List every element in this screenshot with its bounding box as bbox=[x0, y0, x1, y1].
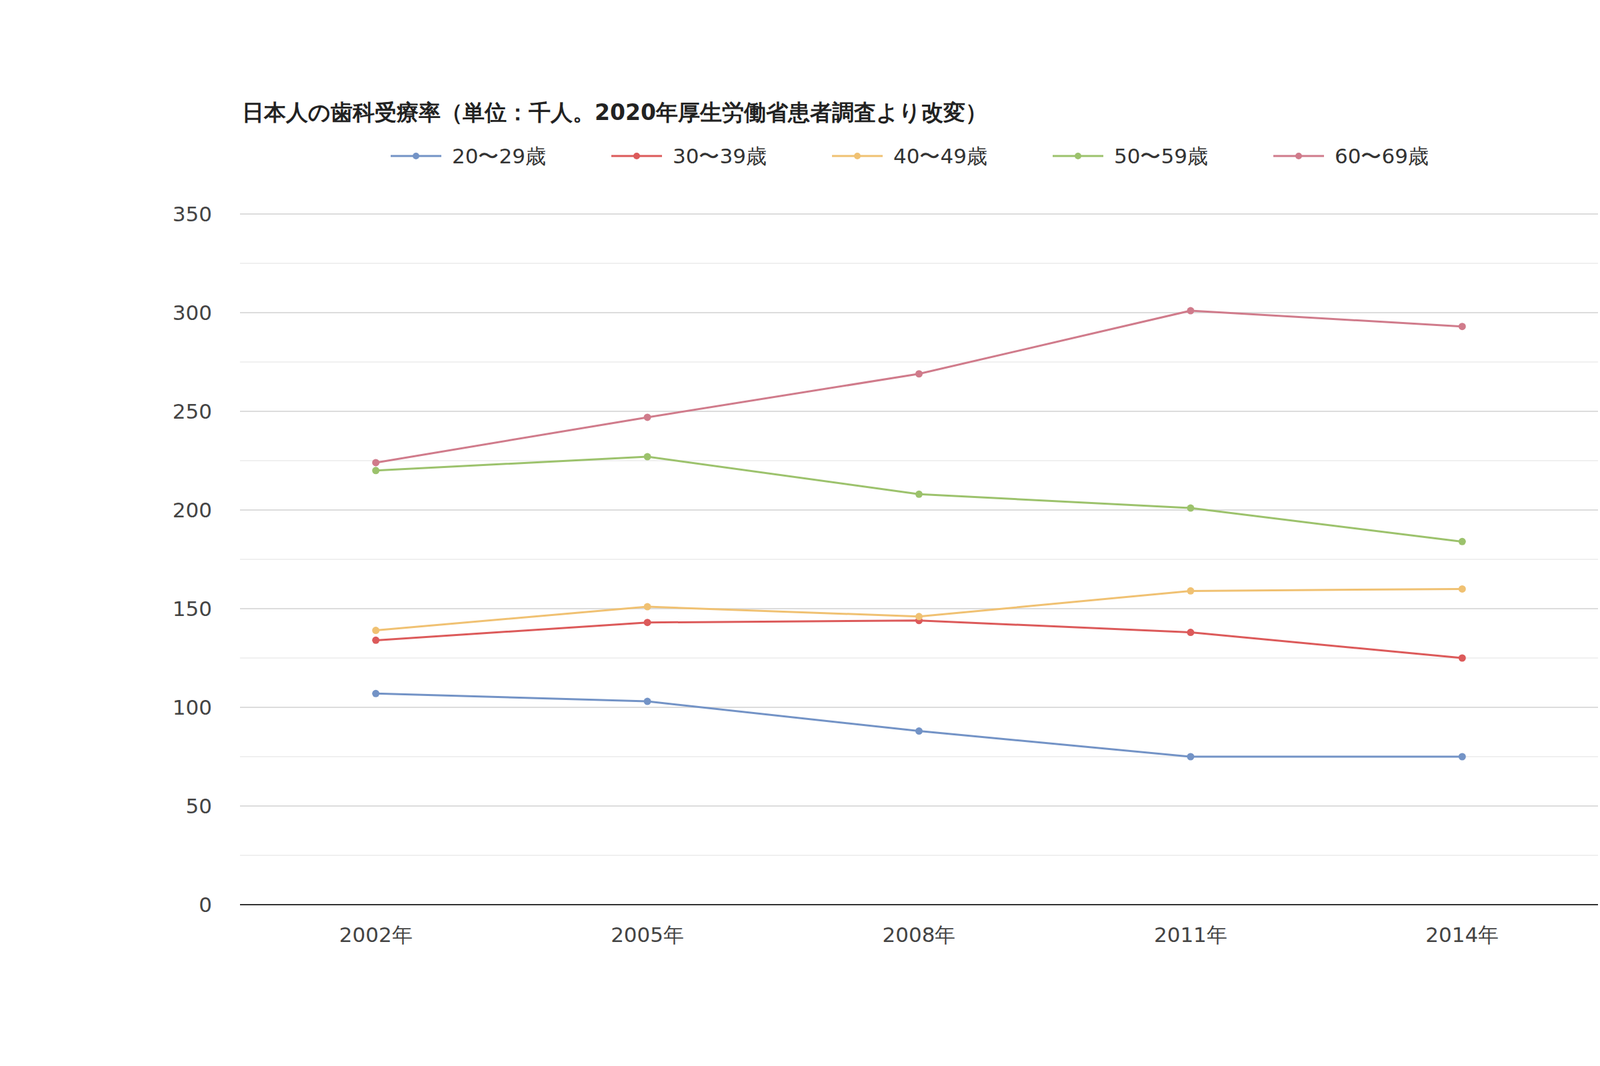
chart-svg: 日本人の歯科受療率（単位：千人。2020年厚生労働省患者調査より改変） 0 50 10… bbox=[0, 0, 1600, 1066]
chart-title: 日本人の歯科受療率（単位：千人。2020年厚生労働省患者調査より改変） bbox=[242, 99, 988, 126]
series-line bbox=[376, 620, 1463, 658]
x-tick-label: 2005年 bbox=[610, 922, 684, 947]
grid bbox=[240, 214, 1598, 856]
minor-grid-line bbox=[240, 361, 1598, 363]
grid-line bbox=[240, 706, 1598, 708]
y-tick-label: 50 bbox=[186, 794, 212, 818]
background bbox=[0, 0, 1600, 1066]
series-marker bbox=[372, 636, 380, 644]
y-tick-label: 300 bbox=[172, 300, 212, 325]
series-marker bbox=[644, 413, 652, 421]
chart-container: 日本人の歯科受療率（単位：千人。2020年厚生労働省患者調査より改変） 0 50 10… bbox=[0, 0, 1600, 1066]
series-marker bbox=[372, 690, 380, 698]
y-tick-label: 200 bbox=[172, 498, 212, 522]
series-marker bbox=[1458, 585, 1466, 593]
y-tick-label: 100 bbox=[172, 695, 212, 720]
minor-grid-line bbox=[240, 460, 1598, 462]
series-marker bbox=[372, 626, 380, 634]
legend: 20〜29歳 30〜39歳 40〜49歳 50〜59歳 60〜69歳 bbox=[390, 144, 1429, 168]
series-line bbox=[376, 588, 1463, 630]
grid-line bbox=[240, 509, 1598, 511]
y-tick-label: 350 bbox=[172, 202, 212, 226]
legend-label: 40〜49歳 bbox=[893, 144, 988, 168]
x-axis-line bbox=[240, 904, 1598, 906]
series-marker bbox=[372, 466, 380, 474]
x-tick-label: 2011年 bbox=[1154, 922, 1228, 947]
minor-grid-line bbox=[240, 854, 1598, 856]
legend-marker bbox=[854, 152, 861, 160]
series-marker bbox=[915, 727, 923, 735]
series-marker bbox=[644, 603, 652, 611]
grid-line bbox=[240, 608, 1598, 610]
series-marker bbox=[1186, 307, 1194, 315]
minor-grid-line bbox=[240, 262, 1598, 264]
series-marker bbox=[1458, 322, 1466, 330]
grid-line bbox=[240, 805, 1598, 807]
series-marker bbox=[915, 370, 923, 378]
grid-line bbox=[240, 213, 1598, 215]
series-marker bbox=[644, 698, 652, 706]
series-marker bbox=[1186, 628, 1194, 636]
legend-label: 30〜39歳 bbox=[672, 144, 767, 168]
y-tick-label: 150 bbox=[172, 596, 212, 621]
x-tick-label: 2008年 bbox=[882, 922, 956, 947]
y-tick-label: 0 bbox=[198, 892, 212, 917]
legend-marker bbox=[412, 152, 420, 160]
series-line bbox=[376, 310, 1463, 463]
legend-marker bbox=[1074, 152, 1082, 160]
legend-marker bbox=[633, 152, 640, 160]
series-marker bbox=[644, 453, 652, 461]
legend-label: 60〜69歳 bbox=[1334, 144, 1429, 168]
series-marker bbox=[1186, 753, 1194, 761]
series-marker bbox=[1458, 753, 1466, 761]
plot-area bbox=[372, 307, 1466, 761]
minor-grid-line bbox=[240, 657, 1598, 659]
legend-marker bbox=[1295, 152, 1302, 160]
series-marker bbox=[1458, 654, 1466, 662]
series-line bbox=[376, 693, 1463, 757]
grid-line bbox=[240, 312, 1598, 314]
series-marker bbox=[1186, 504, 1194, 512]
series-marker bbox=[915, 490, 923, 498]
legend-label: 20〜29歳 bbox=[452, 144, 546, 168]
series-marker bbox=[915, 612, 923, 620]
series-marker bbox=[1458, 538, 1466, 546]
grid-line bbox=[240, 410, 1598, 412]
x-tick-label: 2014年 bbox=[1425, 922, 1499, 947]
series-marker bbox=[644, 618, 652, 626]
series-marker bbox=[372, 458, 380, 466]
y-tick-label: 250 bbox=[172, 399, 212, 424]
series-marker bbox=[1186, 587, 1194, 595]
x-tick-label: 2002年 bbox=[339, 922, 413, 947]
series-line bbox=[376, 456, 1463, 542]
minor-grid-line bbox=[240, 558, 1598, 560]
legend-label: 50〜59歳 bbox=[1114, 144, 1208, 168]
